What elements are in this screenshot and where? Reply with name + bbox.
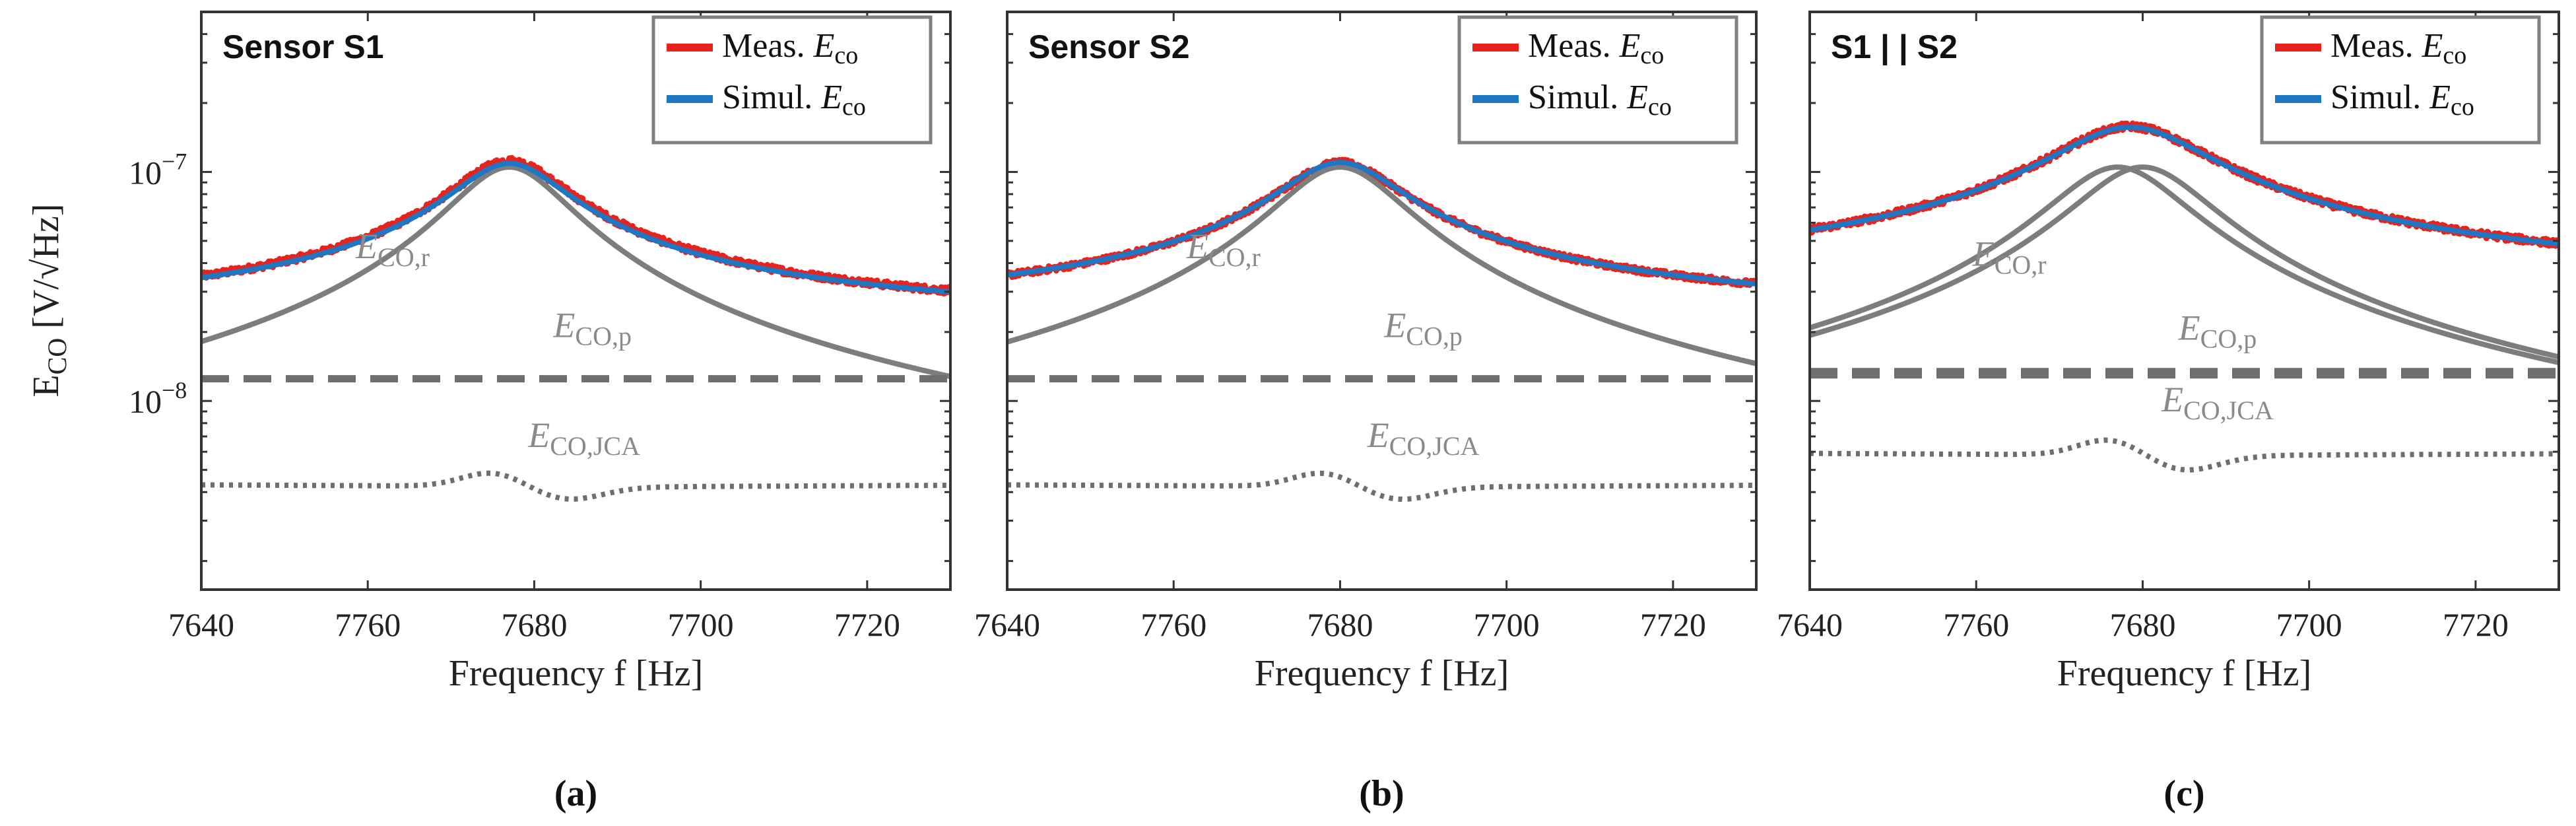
legend-box [651,15,933,145]
y-axis-title-text: ECO [V/√Hz] [26,203,72,397]
series-eco-r-line [1007,164,1756,366]
panel-a: 7640 7760 7680 7700 7720 10−7 10−8 Sensor S1 Mea… [129,11,952,814]
x-tick-label: 7680 [501,606,567,643]
x-axis-title: Frequency f [Hz] [449,653,704,694]
x-tick-label: 7760 [1943,606,2009,643]
legend-label: Simul. Eco [2330,79,2474,121]
series-simulated-line [1007,160,1756,287]
x-axis-title: Frequency f [Hz] [1255,653,1509,694]
series-simulated-line [201,160,950,294]
panel-label: (c) [2163,773,2204,814]
legend-box [2260,15,2541,145]
x-tick-label: 7680 [2109,606,2175,643]
x-tick-label: 7680 [1307,606,1373,643]
annotation-label: ECO,r [1972,234,2047,279]
legend-label: Simul. Eco [1528,79,1672,121]
series-eco-jca-line [1810,437,2559,473]
y-axis-title: ECO [V/√Hz] [26,203,72,397]
panel-title: Sensor S1 [222,28,384,65]
axes-frame [1006,11,1758,591]
x-tick-label: 7720 [834,606,900,643]
panel-title: Sensor S2 [1028,28,1190,65]
series-eco-jca-line [1007,470,1756,502]
plot-area [1007,156,1756,502]
legend-box [1457,15,1738,145]
y-tick-label: 10−8 [129,377,187,420]
axes-frame [200,11,952,591]
annotation-label: ECO,JCA [1367,415,1480,461]
x-tick-label: 7700 [1474,606,1540,643]
annotation-label: ECO,JCA [527,415,640,461]
series-eco-r-line [1810,164,2559,365]
x-axis-title: Frequency f [Hz] [2057,653,2312,694]
series-eco-r-line [1810,164,2559,360]
x-tick-label: 7720 [1640,606,1706,643]
x-tick-label: 7720 [2443,606,2509,643]
plot-area [201,155,950,502]
legend-label: Meas. Eco [2330,27,2466,69]
x-tick-label: 7700 [2276,606,2342,643]
axes-frame [1808,11,2560,591]
legend-label: Meas. Eco [722,27,858,69]
series-simulated-line [1810,124,2559,247]
annotation-label: ECO,p [2178,308,2257,354]
panel-c: 7640 7760 7680 7700 7720 S1 | | S2 Meas. Eco Si… [1777,11,2560,814]
x-tick-label: 7700 [668,606,734,643]
annotation-label: ECO,r [355,226,430,272]
x-tick-label: 7640 [168,606,234,643]
x-tick-label: 7760 [1140,606,1206,643]
series-measured-line [201,155,950,296]
panel-title: S1 | | S2 [1831,28,1958,66]
y-tick-label: 10−7 [129,148,187,191]
x-tick-label: 7640 [1777,606,1843,643]
x-tick-label: 7760 [335,606,401,643]
annotation-label: ECO,JCA [2161,380,2274,425]
legend-label: Meas. Eco [1528,27,1664,69]
panel-label: (a) [554,773,597,814]
series-eco-r-line [201,164,950,380]
panel-label: (b) [1359,773,1404,814]
plot-area [1810,120,2559,473]
panel-b: 7640 7760 7680 7700 7720 Sensor S2 Meas. Eco Si… [974,11,1758,814]
annotation-label: ECO,p [552,306,632,351]
series-eco-jca-line [201,470,950,502]
x-tick-label: 7640 [974,606,1040,643]
annotation-label: ECO,p [1383,306,1463,351]
annotation-label: ECO,r [1186,226,1261,272]
legend-label: Simul. Eco [722,79,866,121]
